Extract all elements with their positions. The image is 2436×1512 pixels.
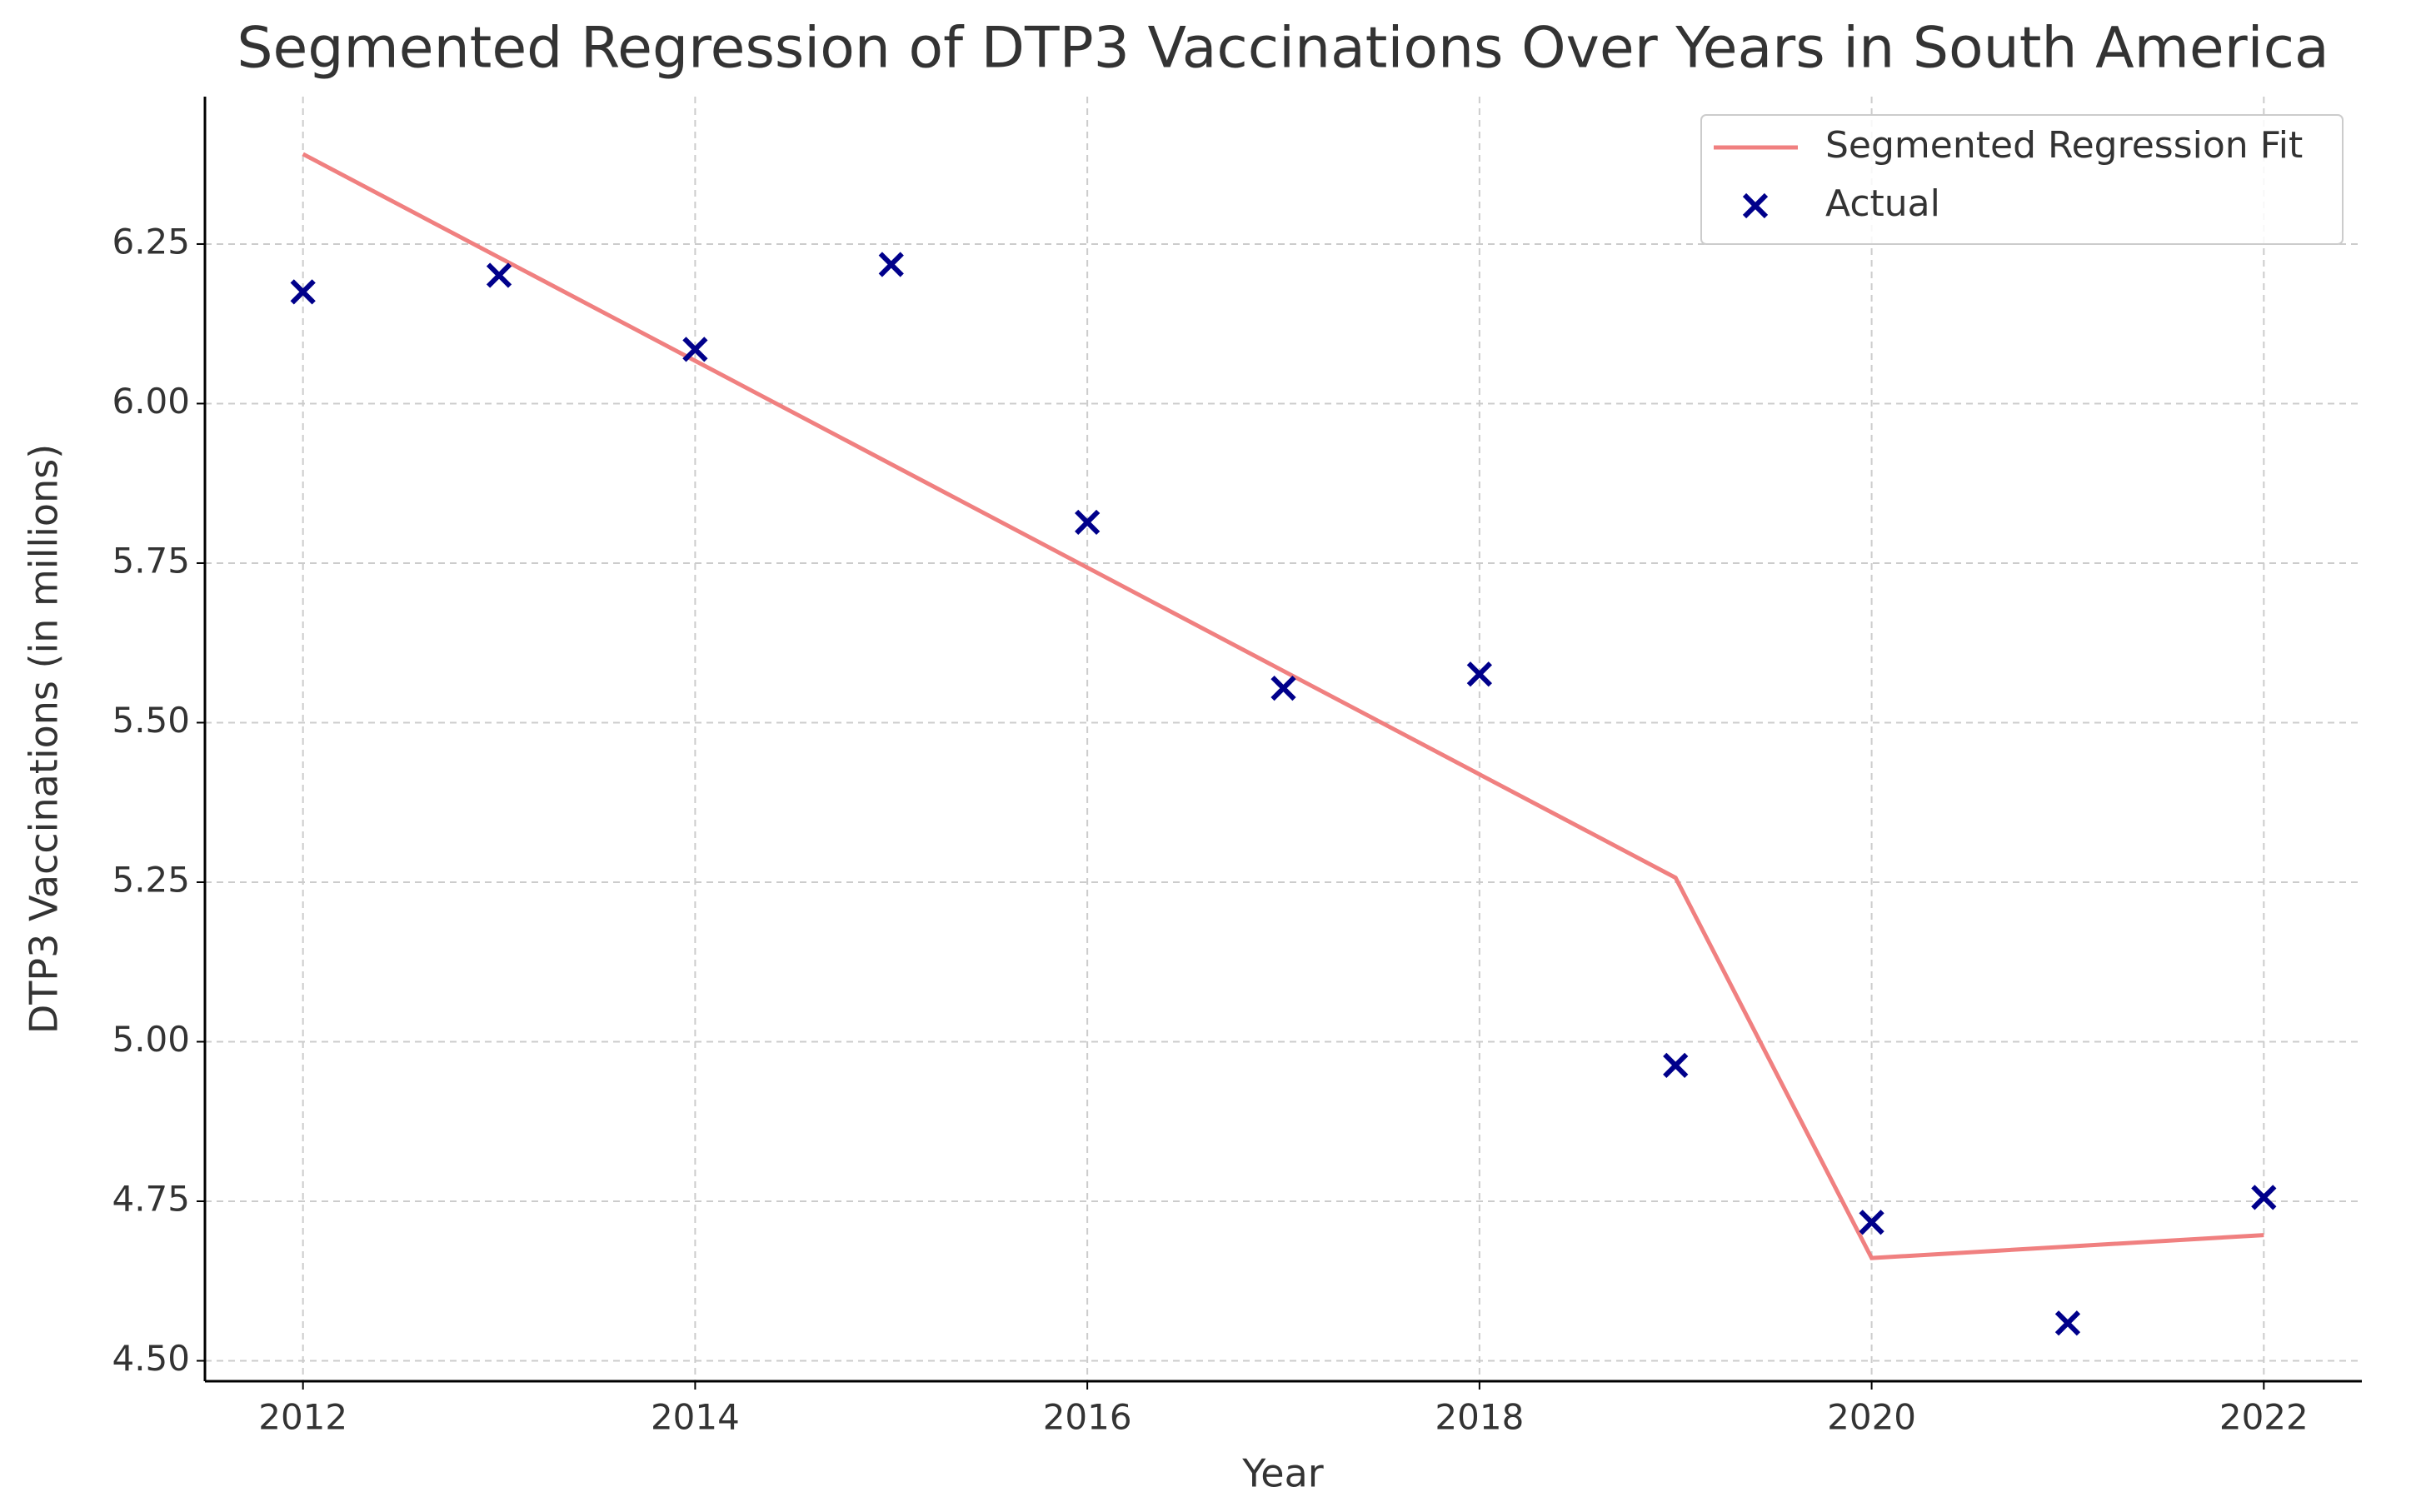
y-tick-label: 5.75 [112,540,190,581]
legend-label: Actual [1825,182,1940,225]
marker [878,252,904,277]
marker [1859,1210,1884,1235]
x-tick-label: 2012 [258,1397,347,1438]
marker [1663,1052,1689,1078]
y-axis-label: DTP3 Vaccinations (in millions) [22,444,67,1034]
legend-box [1700,114,2344,245]
marker [290,279,316,305]
x-tick-label: 2016 [1043,1397,1132,1438]
legend-swatch [1742,192,1769,219]
y-tick-label: 6.00 [112,381,190,422]
marker [1270,675,1296,701]
marker [1466,661,1492,687]
marker [2251,1185,2277,1210]
y-tick-label: 5.00 [112,1019,190,1060]
y-tick-label: 4.75 [112,1178,190,1219]
x-tick-label: 2014 [651,1397,740,1438]
marker [2054,1310,2081,1336]
marker [1075,509,1101,536]
y-tick-label: 6.25 [112,221,190,262]
x-tick-label: 2020 [1827,1397,1916,1438]
legend-label: Segmented Regression Fit [1825,124,2303,167]
chart-title: Segmented Regression of DTP3 Vaccination… [237,16,2329,82]
y-tick-label: 5.25 [112,859,190,900]
marker [682,337,708,362]
x-tick-label: 2022 [2219,1397,2309,1438]
y-tick-label: 5.50 [112,700,190,741]
fit-line [302,152,2264,1260]
x-tick-label: 2018 [1435,1397,1524,1438]
marker [486,262,512,288]
y-tick-label: 4.50 [112,1338,190,1379]
x-axis-label: Year [1241,1451,1323,1496]
